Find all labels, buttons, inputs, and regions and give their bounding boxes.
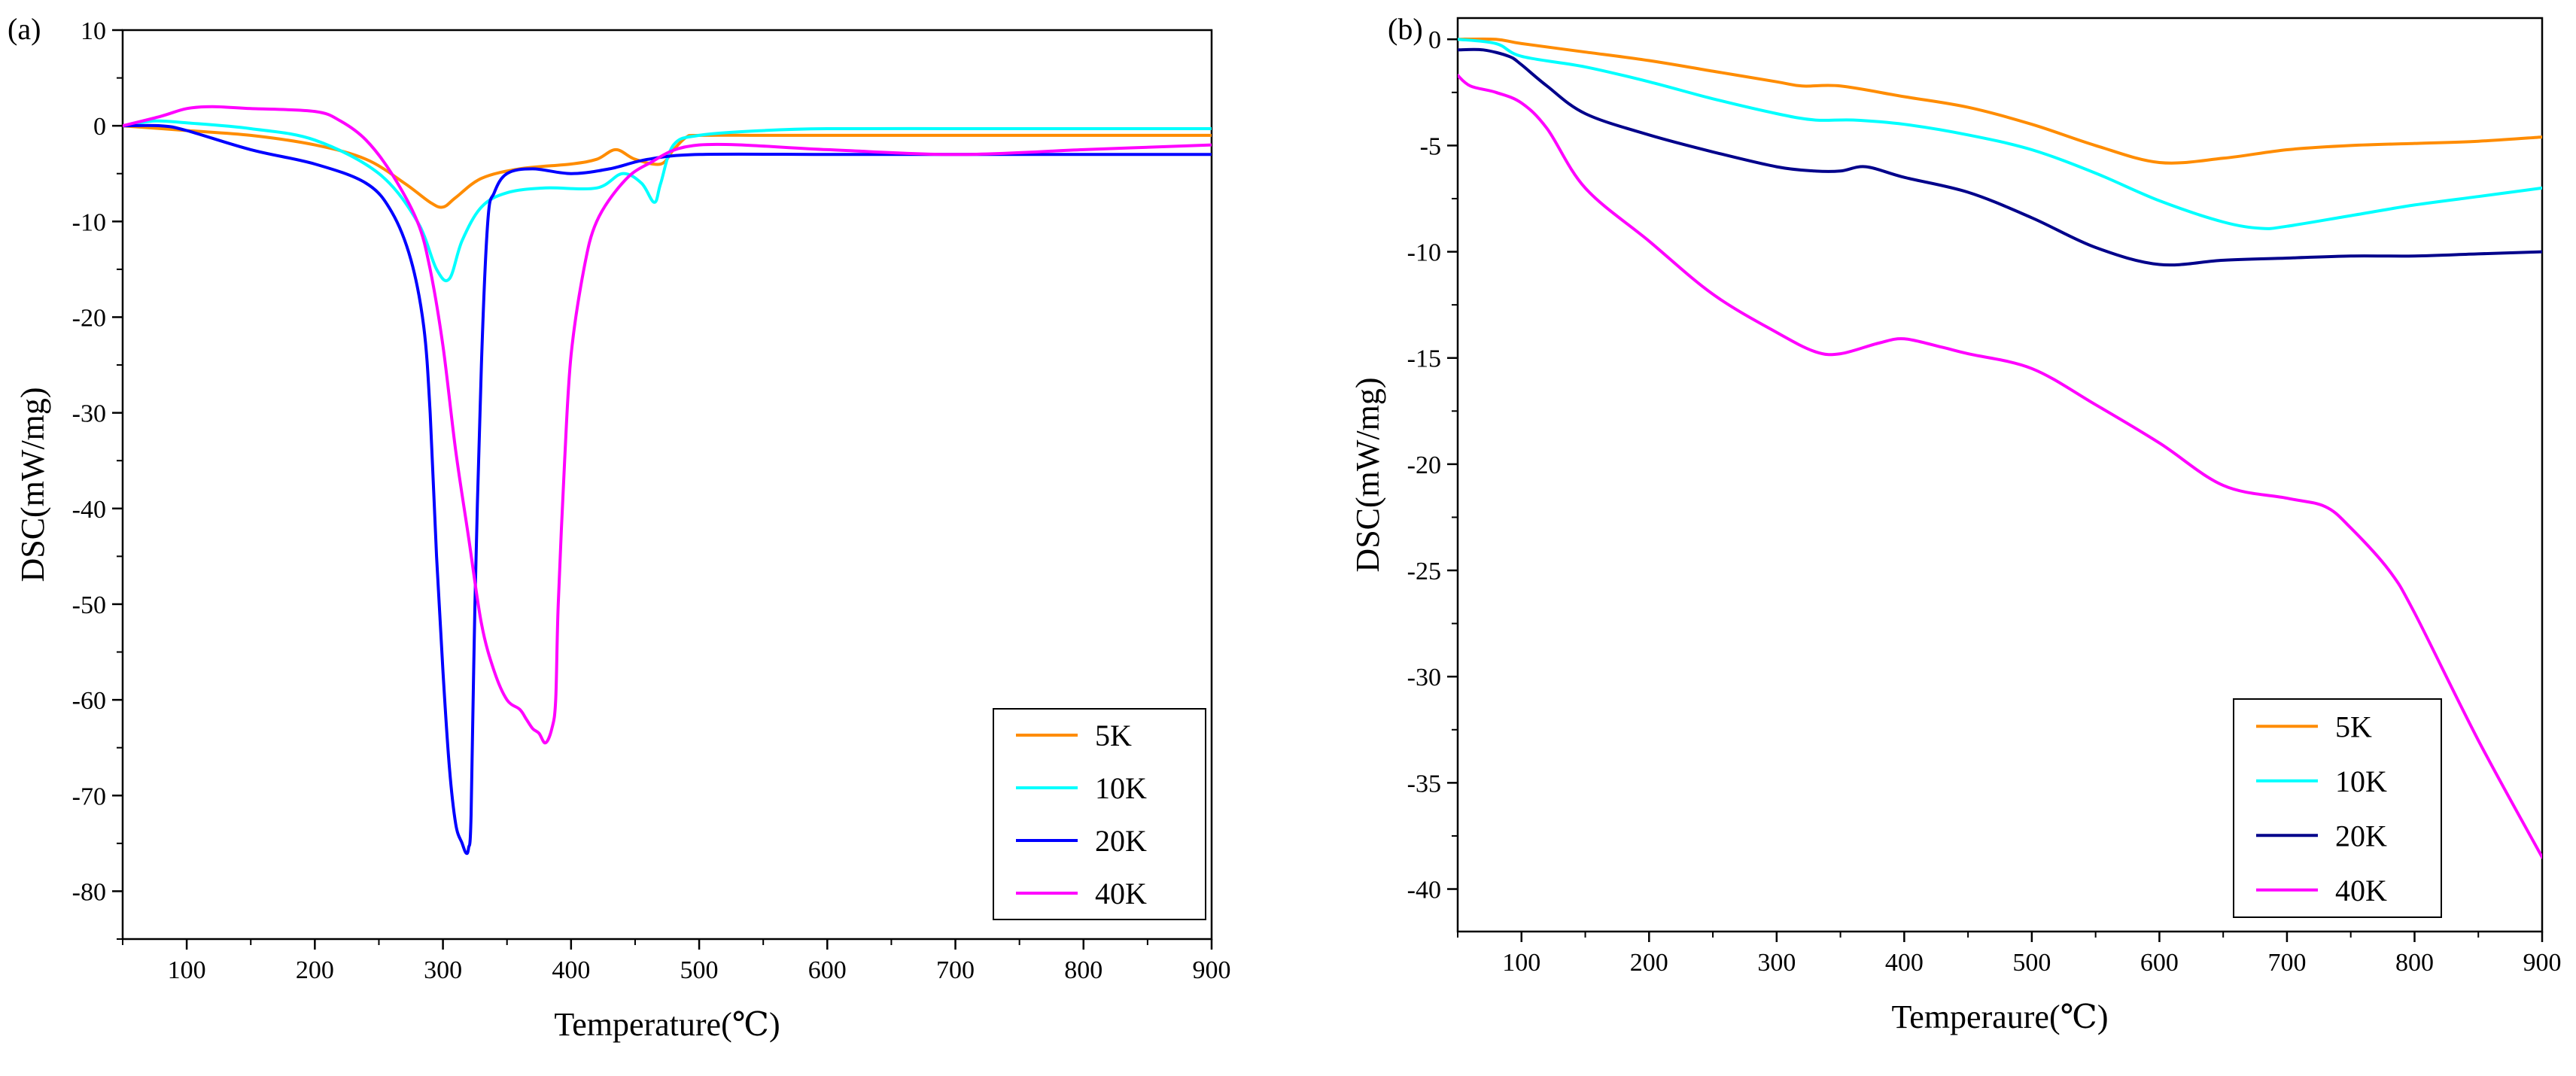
series-line-10k xyxy=(1458,38,2542,230)
y-tick-label: -10 xyxy=(72,208,106,236)
legend-box xyxy=(993,708,1206,920)
plot-frame xyxy=(121,29,1213,941)
x-tick-label: 800 xyxy=(1064,956,1102,984)
x-tick-label: 500 xyxy=(2012,949,2051,977)
x-tick-label: 900 xyxy=(1193,956,1231,984)
series-line-40k xyxy=(123,105,1212,745)
x-tick-label: 600 xyxy=(808,956,847,984)
legend-label-5k: 5K xyxy=(1095,719,1132,752)
legend-label-40k: 40K xyxy=(1095,877,1147,910)
x-tick-label: 200 xyxy=(1630,949,1668,977)
legend-label-10k: 10K xyxy=(1095,771,1147,805)
x-tick-label: 500 xyxy=(680,956,719,984)
legend-label-40k: 40K xyxy=(2335,874,2387,907)
x-tick-label: 200 xyxy=(296,956,334,984)
legend-label-10k: 10K xyxy=(2335,764,2387,798)
x-tick-label: 300 xyxy=(1757,949,1796,977)
panel-label: (a) xyxy=(8,12,41,46)
y-tick-label: 0 xyxy=(1428,26,1441,54)
series-line-5k xyxy=(1458,37,2542,165)
x-tick-label: 100 xyxy=(168,956,206,984)
x-tick-label: 700 xyxy=(936,956,975,984)
x-tick-label: 300 xyxy=(424,956,462,984)
legend-label-20k: 20K xyxy=(1095,824,1147,858)
y-tick-label: -80 xyxy=(72,878,106,906)
legend-label-5k: 5K xyxy=(2335,710,2372,743)
legend: 5K 10K 20K 40K xyxy=(993,708,1206,920)
y-axis-title: DSC(mW/mg) xyxy=(14,387,51,582)
y-tick-label: -30 xyxy=(1407,664,1441,691)
legend: 5K 10K 20K 40K xyxy=(2233,698,2442,918)
x-axis-title: Temperature(℃) xyxy=(554,1006,780,1043)
x-tick-label: 800 xyxy=(2395,949,2434,977)
y-tick-label: -10 xyxy=(1407,239,1441,267)
y-tick-label: -20 xyxy=(72,304,106,332)
series-line-20k xyxy=(123,123,1212,856)
series-line-5k xyxy=(123,124,1212,209)
x-tick-label: 100 xyxy=(1502,949,1540,977)
x-tick-label: 600 xyxy=(2140,949,2179,977)
series-line-20k xyxy=(1458,47,2542,267)
y-axis-title: DSC(mW/mg) xyxy=(1349,377,1386,572)
y-tick-label: -60 xyxy=(72,687,106,715)
y-tick-label: -20 xyxy=(1407,451,1441,479)
x-tick-label: 400 xyxy=(1885,949,1924,977)
y-tick-label: -40 xyxy=(1407,877,1441,904)
chart-panel-b: (b) 100 200 300 400 500 600 700 800 900 0 -5 -10 -15 -… xyxy=(1349,12,2562,1035)
series-line-10k xyxy=(123,119,1212,283)
series-line-40k xyxy=(1458,74,2542,859)
y-tick-label: 0 xyxy=(93,113,106,141)
y-tick-label: -30 xyxy=(72,400,106,428)
y-tick-label: -35 xyxy=(1407,770,1441,798)
legend-label-20k: 20K xyxy=(2335,819,2387,853)
x-tick-label: 400 xyxy=(552,956,590,984)
y-tick-label: -70 xyxy=(72,783,106,810)
y-tick-label: 10 xyxy=(81,17,106,45)
x-tick-label: 700 xyxy=(2267,949,2306,977)
panel-label: (b) xyxy=(1388,12,1423,46)
chart-panel-a: (a)100 200 300 400 500 600 700 800 900100-10-20-… xyxy=(8,12,1231,1043)
plot-frame xyxy=(1456,17,2544,933)
legend-box xyxy=(2233,698,2442,918)
y-tick-label: -40 xyxy=(72,496,106,524)
y-tick-label: -25 xyxy=(1407,558,1441,585)
y-tick-label: -15 xyxy=(1407,345,1441,373)
y-tick-label: -50 xyxy=(72,591,106,619)
y-tick-label: -5 xyxy=(1420,132,1441,160)
x-axis-title: Temperaure(℃) xyxy=(1892,998,2109,1035)
x-tick-label: 900 xyxy=(2523,949,2562,977)
